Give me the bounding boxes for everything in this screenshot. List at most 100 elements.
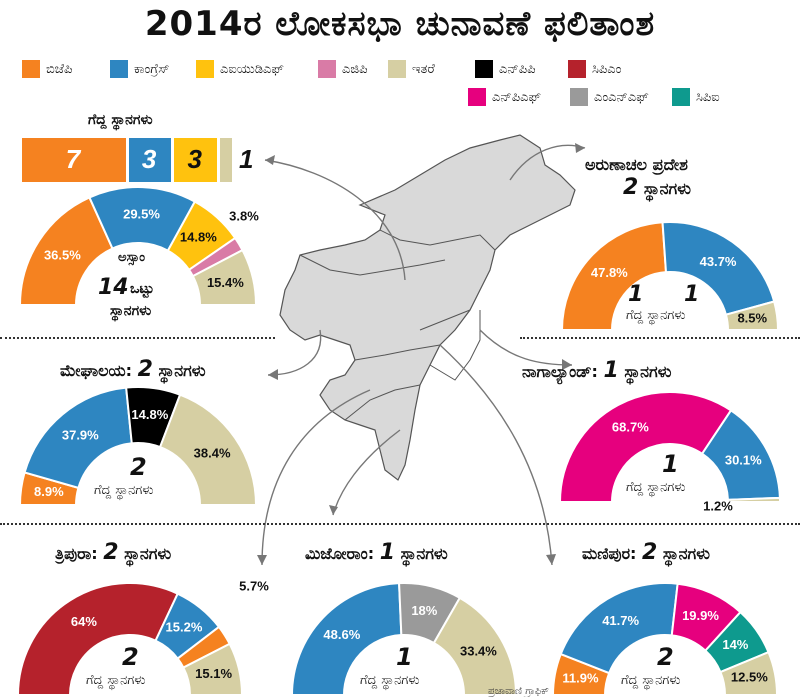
nagaland-title: ನಾಗಾಲ್ಯಾಂಡ್: 1 ಸ್ಥಾನಗಳು [522,358,672,383]
legend-item-others: ಇತರೆ [388,60,435,78]
state-seats: 2 [623,175,639,200]
legend-swatch [110,60,128,78]
state-name: ಮೇಘಾಲಯ: [60,361,138,380]
manipur-slice-label: 14% [722,637,748,652]
state-seats: 2 [137,357,153,382]
manipur-slice-others [719,650,779,696]
state-name: ಮಣಿಪುರ: [582,544,643,563]
assam-total-seats: 14 [98,275,129,300]
assam-total-label: ಒಟ್ಟು [130,281,155,297]
assam-seats-title: ಗೆದ್ದ ಸ್ಥಾನಗಳು [88,112,153,128]
legend-item-npp: ಎನ್‌ಪಿಪಿ [475,60,535,78]
nagaland-slice-label: 68.7% [612,419,649,434]
arrow-line [264,159,406,281]
state-name: ಅರುಣಾಚಲ ಪ್ರದೇಶ [585,155,688,174]
tripura-won-label: ಗೆದ್ದ ಸ್ಥಾನಗಳು [86,673,146,688]
manipur-slice-label: 11.9% [562,670,599,685]
manipur-slice-label: 19.9% [682,608,719,623]
arunachal-won-label: ಗೆದ್ದ ಸ್ಥಾನಗಳು [626,308,686,323]
arrow-head [329,505,338,515]
state-seats-label: ಸ್ಥಾನಗಳು [118,544,172,563]
legend-label: ಇತರೆ [412,61,435,77]
legend-swatch [672,88,690,106]
mizoram-slice-label: 33.4% [460,643,497,658]
manipur-slice-label: 12.5% [731,670,768,685]
legend-label: ಎಂಎನ್‌ಎಫ್ [594,89,649,105]
assam-seats-label: ಸ್ಥಾನಗಳು [110,303,152,319]
assam-slice-label: 36.5% [44,248,81,263]
manipur-slice-label: 41.7% [602,613,639,628]
tripura-slice-cpim [16,582,180,696]
mizoram-won: 1 [396,643,413,671]
legend-swatch [568,60,586,78]
tripura-title: ತ್ರಿಪುರಾ: 2 ಸ್ಥಾನಗಳು [55,540,171,565]
state-seats: 1 [603,358,619,383]
arunachal-slice-others [724,300,780,331]
assam-bar-aiudf [174,138,217,182]
assam-bar-label: 3 [141,144,157,174]
legend-label: ಎಜಿಪಿ [342,61,368,77]
divider [520,337,800,339]
assam-slice-label: 14.8% [180,230,217,245]
arrow-line [261,389,371,566]
legend-swatch [196,60,214,78]
legend-swatch [475,60,493,78]
state-seats-label: ಸ್ಥಾನಗಳು [618,362,672,381]
arunachal-slice-label: 43.7% [700,254,737,269]
page-title: 2014ರ ಲೋಕಸಭಾ ಚುನಾವಣೆ ಫಲಿತಾಂಶ [144,4,656,44]
tripura-slice-label: 64% [71,614,97,629]
assam-slice-label: 29.5% [123,207,160,222]
mizoram-slice-others [432,596,518,696]
legend-item-manf: ಎಂಎನ್‌ಎಫ್ [570,88,649,106]
tripura-slice-others [182,642,244,696]
assam-bar-label: 7 [65,144,81,174]
meghalaya-slice-label: 37.9% [62,427,99,442]
legend-swatch [468,88,486,106]
map-region [279,134,576,481]
mizoram-title: ಮಿಜೋರಾಂ: 1 ಸ್ಥಾನಗಳು [305,540,448,565]
state-seats-label: ಸ್ಥಾನಗಳು [395,544,448,563]
legend-label: ಸಿಪಿಎಂ [592,61,622,77]
legend-swatch [22,60,40,78]
arrow-head [546,554,556,565]
mizoram-slice-label: 18% [411,603,437,618]
state-seats-label: ಸ್ಥಾನಗಳು [657,544,710,563]
manipur-title: ಮಣಿಪುರ: 2 ಸ್ಥಾನಗಳು [582,540,710,565]
legend-item-aiudf: ಎಐಯುಡಿಎಫ್ [196,60,284,78]
divider [0,337,275,339]
state-name: ಮಿಜೋರಾಂ: [305,544,380,563]
legend-label: ಸಿಪಿಐ [696,89,720,105]
arrow-head [268,369,278,380]
state-seats-label: ಸ್ಥಾನಗಳು [152,361,206,380]
state-seats: 1 [379,540,395,565]
nagaland-slice-label: 30.1% [725,452,762,467]
meghalaya-slice-others [158,393,258,506]
meghalaya-slice-label: 38.4% [194,445,231,460]
manipur-won: 2 [657,643,674,671]
nagaland-won: 1 [662,450,679,478]
assam-slice-others [191,248,258,306]
assam-bar-label: 3 [187,144,202,174]
legend-item-bjp: ಬಿಜೆಪಿ [22,60,72,78]
legend-item-cpi: ಸಿಪಿಐ [672,88,720,106]
arrow-head [575,143,585,153]
assam-slice-label: 3.8% [229,208,259,223]
assam-state-label: ಅಸ್ಸಾಂ [118,250,146,265]
meghalaya-slice-label: 14.8% [131,407,168,422]
nagaland-won-label: ಗೆದ್ದ ಸ್ಥಾನಗಳು [626,480,686,495]
nagaland-slice-others [726,496,782,503]
meghalaya-slice-label: 8.9% [34,484,64,499]
arunachal-won-1: 1 [628,282,644,307]
legend-label: ಎಐಯುಡಿಎಫ್ [220,61,284,77]
legend-label: ಕಾಂಗ್ರೆಸ್ [134,61,170,77]
divider [0,523,800,525]
assam-bar-others [219,138,232,182]
legend-swatch [570,88,588,106]
mizoram-slice-label: 48.6% [323,627,360,642]
arunachal-won-2: 1 [684,282,700,307]
mizoram-won-label: ಗೆದ್ದ ಸ್ಥಾನಗಳು [360,673,420,688]
legend-item-agp: ಎಜಿಪಿ [318,60,367,78]
manipur-won-label: ಗೆದ್ದ ಸ್ಥಾನಗಳು [621,673,681,688]
assam-bar-congress [128,138,172,182]
